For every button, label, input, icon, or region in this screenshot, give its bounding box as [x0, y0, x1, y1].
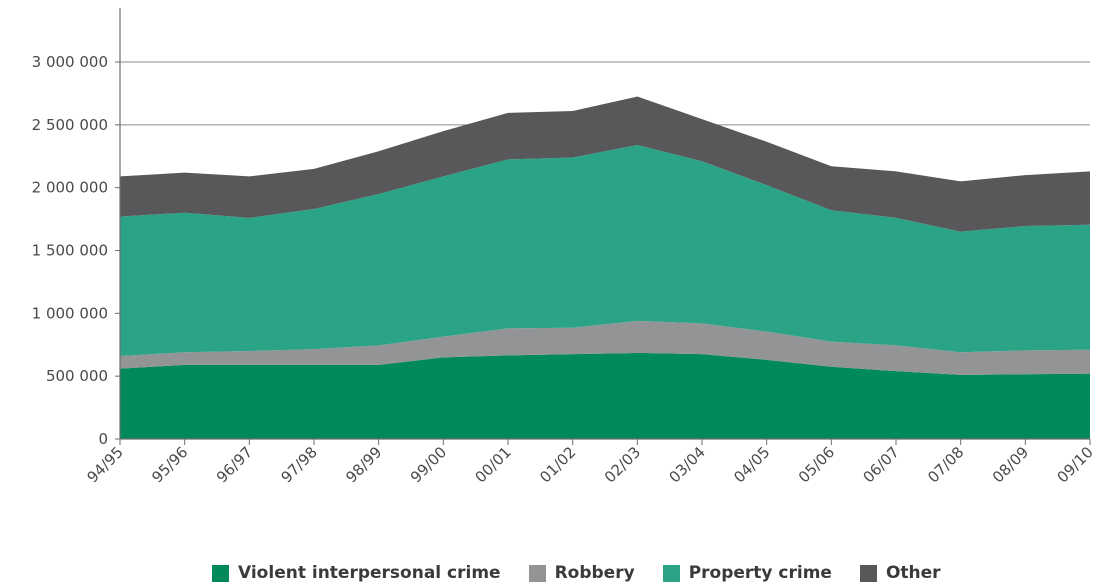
y-tick-label-2: 1 000 000 [32, 304, 108, 322]
x-tick-label-3: 97/98 [278, 443, 321, 486]
legend-swatch-robbery [528, 564, 546, 582]
legend: Violent interpersonal crime Robbery Prop… [212, 562, 969, 584]
x-tick-label-6: 00/01 [472, 443, 515, 486]
x-tick-label-10: 04/05 [730, 443, 773, 486]
x-tick-labels: 94/95 95/96 96/97 97/98 98/99 99/00 00/01 01/02… [84, 443, 1097, 486]
area-series-3 [120, 96, 1090, 232]
y-tick-label-6: 3 000 000 [32, 53, 108, 71]
legend-item-violent[interactable]: Violent interpersonal crime [212, 563, 501, 583]
legend-label-robbery: Robbery [554, 563, 635, 583]
x-tick-label-2: 96/97 [213, 443, 256, 486]
x-tick-label-9: 03/04 [666, 443, 709, 486]
y-tick-label-3: 1 500 000 [32, 242, 108, 260]
legend-swatch-other [859, 564, 877, 582]
x-tick-label-13: 07/08 [924, 443, 967, 486]
x-tick-label-4: 98/99 [342, 443, 385, 486]
legend-swatch-property [662, 564, 680, 582]
x-tick-label-15: 09/10 [1054, 443, 1097, 486]
axes [115, 8, 1091, 445]
area-series-0 [120, 352, 1090, 439]
y-tick-label-5: 2 500 000 [32, 116, 108, 134]
legend-item-property[interactable]: Property crime [662, 563, 832, 583]
area-series-2 [120, 144, 1090, 357]
x-tick-label-5: 99/00 [407, 443, 450, 486]
y-tick-label-1: 500 000 [46, 367, 108, 385]
x-tick-label-12: 06/07 [860, 443, 903, 486]
legend-item-robbery[interactable]: Robbery [528, 563, 635, 583]
legend-label-violent: Violent interpersonal crime [238, 563, 501, 583]
x-tick-label-14: 08/09 [989, 443, 1032, 486]
x-tick-label-7: 01/02 [536, 443, 579, 486]
y-tick-label-4: 2 000 000 [32, 179, 108, 197]
x-tick-label-11: 05/06 [795, 443, 838, 486]
area-series [120, 96, 1090, 439]
x-tick-label-0: 94/95 [84, 443, 127, 486]
area-series-1 [120, 320, 1090, 375]
legend-swatch-violent [212, 564, 229, 582]
legend-label-property: Property crime [688, 563, 832, 583]
x-tick-label-8: 02/03 [601, 443, 644, 486]
y-tick-label-0: 0 [98, 430, 108, 448]
legend-label-other: Other [885, 563, 941, 583]
y-tick-labels: 0 500 000 1 000 000 1 500 000 2 000 000 2 500… [32, 53, 108, 448]
legend-item-other[interactable]: Other [859, 563, 941, 583]
x-tick-label-1: 95/96 [148, 443, 191, 486]
